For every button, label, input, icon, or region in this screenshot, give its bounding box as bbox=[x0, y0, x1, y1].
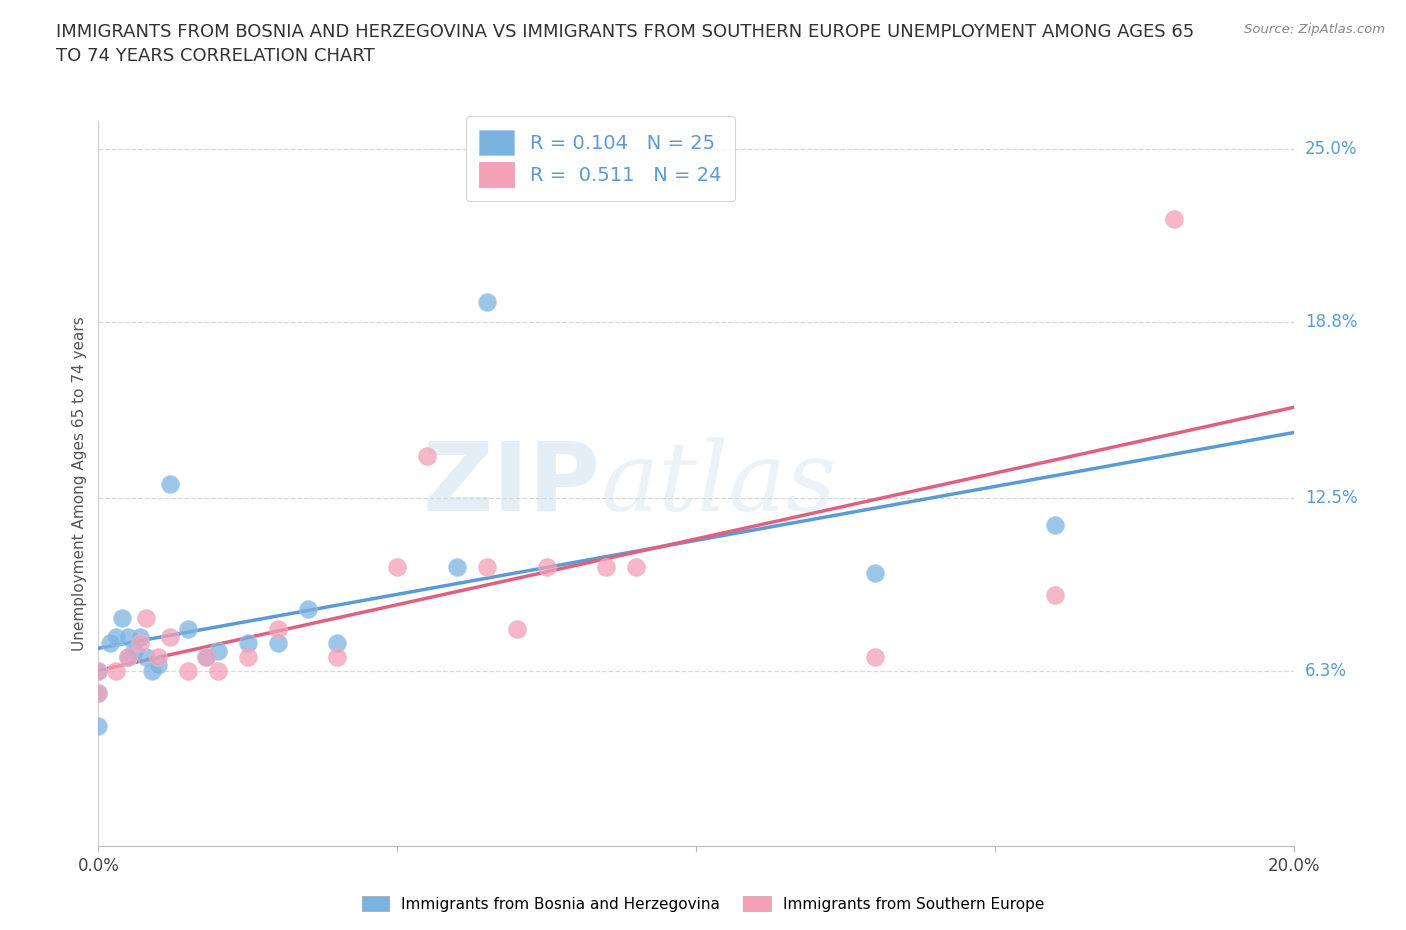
Point bbox=[105, 663, 128, 678]
Point bbox=[595, 560, 617, 575]
Point bbox=[326, 649, 349, 664]
Point bbox=[267, 635, 290, 650]
Text: 25.0%: 25.0% bbox=[1305, 140, 1357, 158]
Point bbox=[236, 635, 259, 650]
Text: Source: ZipAtlas.com: Source: ZipAtlas.com bbox=[1244, 23, 1385, 36]
Point bbox=[87, 719, 110, 734]
Point bbox=[1043, 518, 1066, 533]
Point bbox=[135, 649, 157, 664]
Point bbox=[159, 476, 181, 491]
Point bbox=[865, 649, 887, 664]
Point bbox=[117, 649, 139, 664]
Point bbox=[326, 635, 349, 650]
Point bbox=[236, 649, 259, 664]
Point bbox=[297, 602, 319, 617]
Point bbox=[87, 685, 110, 700]
Point bbox=[177, 621, 200, 636]
Text: 18.8%: 18.8% bbox=[1305, 312, 1357, 331]
Point bbox=[117, 649, 139, 664]
Point bbox=[416, 448, 439, 463]
Text: IMMIGRANTS FROM BOSNIA AND HERZEGOVINA VS IMMIGRANTS FROM SOUTHERN EUROPE UNEMPL: IMMIGRANTS FROM BOSNIA AND HERZEGOVINA V… bbox=[56, 23, 1195, 65]
Point bbox=[87, 663, 110, 678]
Point bbox=[475, 295, 498, 310]
Point bbox=[267, 621, 290, 636]
Point bbox=[1043, 588, 1066, 603]
Text: atlas: atlas bbox=[600, 436, 837, 531]
Legend: R = 0.104   N = 25, R =  0.511   N = 24: R = 0.104 N = 25, R = 0.511 N = 24 bbox=[465, 116, 735, 201]
Point bbox=[506, 621, 529, 636]
Point bbox=[129, 630, 152, 644]
Point bbox=[87, 663, 110, 678]
Point bbox=[124, 644, 146, 658]
Point bbox=[385, 560, 409, 575]
Point bbox=[135, 610, 157, 625]
Point bbox=[195, 649, 218, 664]
Text: ZIP: ZIP bbox=[422, 437, 600, 530]
Point bbox=[536, 560, 558, 575]
Point bbox=[1163, 211, 1185, 226]
Point bbox=[207, 663, 229, 678]
Point bbox=[177, 663, 200, 678]
Point bbox=[111, 610, 134, 625]
Point bbox=[105, 630, 128, 644]
Point bbox=[87, 685, 110, 700]
Point bbox=[626, 560, 648, 575]
Point bbox=[98, 635, 122, 650]
Y-axis label: Unemployment Among Ages 65 to 74 years: Unemployment Among Ages 65 to 74 years bbox=[72, 316, 87, 651]
Point bbox=[141, 663, 163, 678]
Point bbox=[865, 565, 887, 580]
Point bbox=[129, 635, 152, 650]
Text: 12.5%: 12.5% bbox=[1305, 488, 1357, 507]
Point bbox=[117, 630, 139, 644]
Point bbox=[148, 658, 170, 672]
Point bbox=[207, 644, 229, 658]
Point bbox=[159, 630, 181, 644]
Point bbox=[195, 649, 218, 664]
Point bbox=[148, 649, 170, 664]
Legend: Immigrants from Bosnia and Herzegovina, Immigrants from Southern Europe: Immigrants from Bosnia and Herzegovina, … bbox=[356, 889, 1050, 918]
Point bbox=[475, 560, 498, 575]
Text: 6.3%: 6.3% bbox=[1305, 661, 1347, 680]
Point bbox=[446, 560, 468, 575]
